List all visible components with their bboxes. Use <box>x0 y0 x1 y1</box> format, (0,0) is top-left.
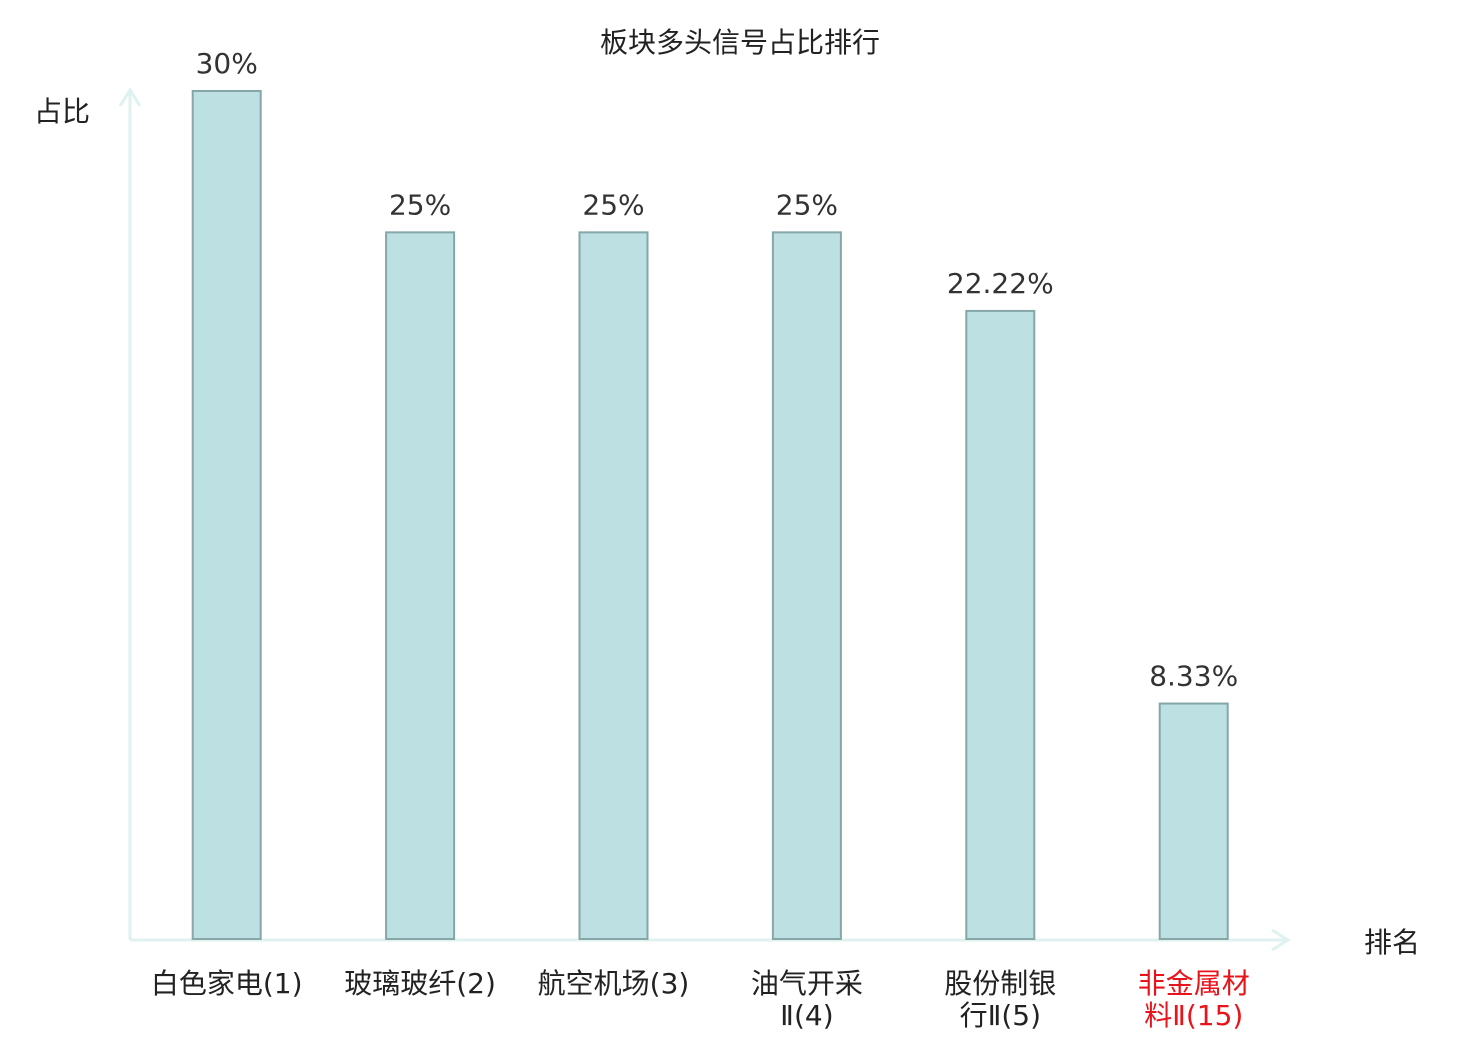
x-tick-label: 非金属材料Ⅱ(15) <box>1138 967 1250 1032</box>
x-tick-label-line: 非金属材 <box>1138 967 1250 1000</box>
x-tick-label-line: 股份制银 <box>944 967 1056 1000</box>
x-tick-label: 白色家电(1) <box>151 967 303 1000</box>
x-tick-label: 玻璃玻纤(2) <box>344 967 496 1000</box>
x-axis-label: 排名 <box>1364 926 1420 959</box>
value-label: 30% <box>196 47 258 80</box>
bar <box>385 231 456 941</box>
x-tick-label-line: 料Ⅱ(15) <box>1144 999 1243 1032</box>
x-tick-label-line: Ⅱ(4) <box>780 999 833 1032</box>
value-label: 25% <box>389 188 451 221</box>
axes <box>118 87 1291 952</box>
bar <box>191 90 262 940</box>
x-tick-label: 油气开采 Ⅱ(4) <box>751 967 863 1032</box>
value-label: 25% <box>582 188 644 221</box>
bar <box>1158 702 1229 941</box>
value-label: 8.33% <box>1149 660 1238 693</box>
x-tick-label-line: 油气开采 <box>751 967 863 1000</box>
y-axis-label: 占比 <box>34 95 90 128</box>
chart-title: 板块多头信号占比排行 <box>600 26 880 59</box>
bar <box>578 231 649 941</box>
x-tick-label-line: 行Ⅱ(5) <box>960 999 1041 1032</box>
bar <box>771 231 842 941</box>
y-axis-arrow <box>118 87 142 107</box>
x-axis-arrow <box>1271 928 1291 952</box>
x-tick-label: 股份制银行Ⅱ(5) <box>944 967 1056 1032</box>
value-label: 25% <box>776 188 838 221</box>
x-tick-label: 航空机场(3) <box>538 967 690 1000</box>
bar <box>965 309 1036 940</box>
value-label: 22.22% <box>947 267 1054 300</box>
